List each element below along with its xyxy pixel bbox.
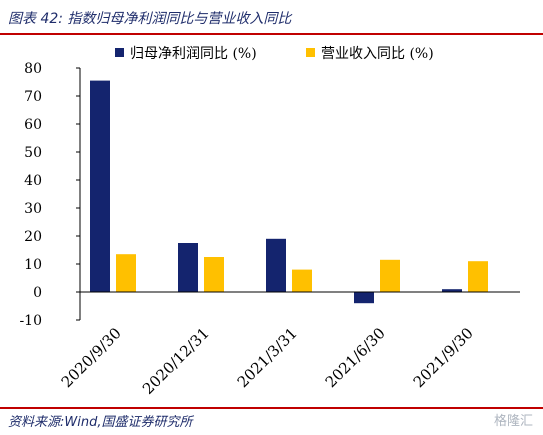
source-note: 资料来源:Wind,国盛证券研究所 — [8, 415, 193, 430]
bar-net-profit-1 — [178, 243, 198, 292]
title-divider — [0, 33, 543, 35]
chart-area: -10 0 10 20 30 40 50 60 70 80 2020/9/30 2020/12/31… — [0, 36, 543, 406]
bar-net-profit-3 — [354, 292, 374, 304]
title-bar: 图表 42: 指数归母净利润同比与营业收入同比 — [0, 0, 543, 36]
y-tick-label: 80 — [24, 61, 42, 77]
x-tick-label: 2021/9/30 — [410, 324, 477, 391]
y-tick-label: -10 — [19, 313, 42, 329]
y-tick-label: 50 — [24, 145, 42, 161]
bar-net-profit-0 — [90, 80, 110, 292]
y-tick-label: 10 — [24, 257, 42, 273]
legend-label: 归母净利润同比 (%) — [130, 45, 257, 62]
bar-revenue-3 — [380, 259, 400, 292]
bars — [90, 80, 488, 304]
footer-divider — [0, 407, 543, 409]
bar-chart: -10 0 10 20 30 40 50 60 70 80 2020/9/30 2020/12/31… — [19, 45, 520, 398]
x-tick-label: 2021/3/31 — [234, 324, 301, 391]
y-tick-label: 60 — [24, 117, 42, 133]
bar-net-profit-2 — [266, 238, 286, 292]
bar-net-profit-4 — [442, 289, 462, 292]
figure-title: 图表 42: 指数归母净利润同比与营业收入同比 — [8, 11, 292, 27]
watermark-text: 格隆汇 — [493, 414, 533, 429]
y-tick-label: 40 — [24, 173, 42, 189]
x-tick-label: 2020/12/31 — [139, 324, 213, 398]
legend: 归母净利润同比 (%) 营业收入同比 (%) — [115, 45, 434, 62]
bar-revenue-0 — [116, 254, 136, 292]
y-tick-label: 0 — [33, 285, 42, 301]
x-axis: 2020/9/30 2020/12/31 2021/3/31 2021/6/30 202… — [58, 291, 520, 398]
bar-revenue-2 — [292, 269, 312, 292]
y-tick-label: 70 — [24, 89, 42, 105]
x-tick-label: 2021/6/30 — [322, 324, 389, 391]
y-tick-label: 20 — [24, 229, 42, 245]
legend-label: 营业收入同比 (%) — [321, 46, 434, 62]
bar-revenue-1 — [204, 257, 224, 292]
legend-swatch — [115, 48, 124, 57]
y-tick-label: 30 — [24, 201, 42, 217]
x-tick-label: 2020/9/30 — [58, 324, 125, 391]
y-axis: -10 0 10 20 30 40 50 60 70 80 — [19, 61, 81, 329]
bar-revenue-4 — [468, 261, 488, 292]
legend-swatch — [306, 48, 315, 57]
